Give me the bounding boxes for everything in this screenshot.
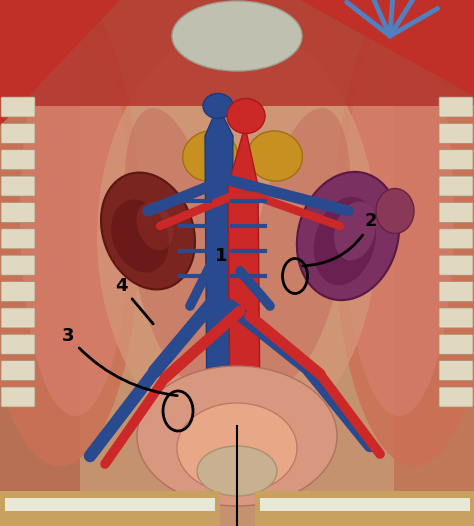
Polygon shape: [228, 126, 260, 416]
Ellipse shape: [227, 98, 265, 134]
FancyBboxPatch shape: [439, 150, 473, 170]
Polygon shape: [300, 0, 474, 96]
FancyBboxPatch shape: [439, 124, 473, 144]
FancyBboxPatch shape: [1, 361, 35, 381]
FancyBboxPatch shape: [1, 97, 35, 117]
FancyBboxPatch shape: [439, 281, 473, 301]
FancyBboxPatch shape: [439, 255, 473, 275]
Ellipse shape: [137, 202, 173, 250]
Polygon shape: [0, 0, 120, 126]
FancyBboxPatch shape: [1, 387, 35, 407]
Ellipse shape: [111, 199, 169, 272]
FancyBboxPatch shape: [439, 361, 473, 381]
Ellipse shape: [20, 16, 130, 416]
Ellipse shape: [177, 403, 297, 493]
Ellipse shape: [247, 131, 302, 181]
Ellipse shape: [137, 366, 337, 506]
FancyBboxPatch shape: [1, 308, 35, 328]
Polygon shape: [394, 0, 474, 526]
Text: 4: 4: [115, 277, 153, 324]
FancyBboxPatch shape: [1, 150, 35, 170]
Text: 3: 3: [62, 327, 177, 396]
Ellipse shape: [334, 201, 376, 260]
Ellipse shape: [182, 131, 237, 181]
FancyBboxPatch shape: [1, 124, 35, 144]
Ellipse shape: [203, 94, 233, 118]
FancyBboxPatch shape: [1, 334, 35, 355]
FancyBboxPatch shape: [1, 203, 35, 222]
Polygon shape: [5, 498, 215, 511]
Ellipse shape: [249, 108, 351, 384]
Ellipse shape: [297, 172, 399, 300]
Text: 2: 2: [303, 212, 377, 266]
Ellipse shape: [0, 0, 140, 466]
Ellipse shape: [314, 197, 376, 285]
FancyBboxPatch shape: [439, 334, 473, 355]
FancyBboxPatch shape: [1, 255, 35, 275]
Ellipse shape: [125, 108, 226, 384]
Ellipse shape: [172, 1, 302, 71]
FancyBboxPatch shape: [439, 176, 473, 196]
FancyBboxPatch shape: [439, 308, 473, 328]
Polygon shape: [0, 0, 474, 106]
FancyBboxPatch shape: [439, 387, 473, 407]
Text: 1: 1: [215, 247, 228, 265]
Ellipse shape: [344, 16, 454, 416]
FancyBboxPatch shape: [439, 229, 473, 249]
Ellipse shape: [97, 26, 377, 446]
Ellipse shape: [376, 188, 414, 234]
Polygon shape: [0, 0, 80, 526]
FancyBboxPatch shape: [439, 203, 473, 222]
Polygon shape: [205, 106, 233, 426]
FancyBboxPatch shape: [1, 229, 35, 249]
Polygon shape: [260, 498, 470, 511]
FancyBboxPatch shape: [1, 176, 35, 196]
Ellipse shape: [197, 446, 277, 496]
Ellipse shape: [334, 0, 474, 466]
Polygon shape: [255, 491, 474, 526]
FancyBboxPatch shape: [439, 97, 473, 117]
Ellipse shape: [101, 173, 195, 289]
FancyBboxPatch shape: [1, 281, 35, 301]
Polygon shape: [0, 491, 220, 526]
